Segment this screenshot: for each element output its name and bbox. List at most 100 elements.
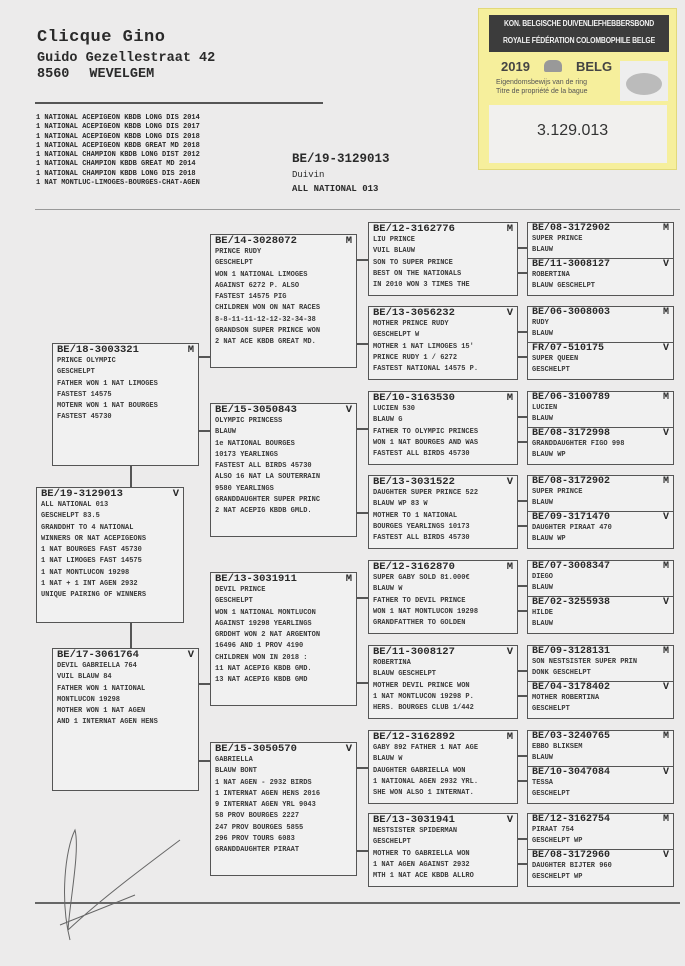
main-sex: Duivin xyxy=(292,170,325,180)
sex: V xyxy=(662,682,669,693)
ring-ownership-card: KON. BELGISCHE DUIVENLIEFHEBBERSBOND ROY… xyxy=(478,8,677,170)
pigeon-header: BE/18-3003321 M xyxy=(57,345,194,356)
pigeon-detail: MOTHER TO 1 NATIONAL xyxy=(373,511,458,520)
sex: V xyxy=(345,404,352,416)
pigeon-detail: GRANDFATTHER TO GOLDEN xyxy=(373,619,466,628)
pigeon-detail: WON 1 NATIONAL MONTLUCON xyxy=(215,608,316,617)
ring-number: BE/08-3172998 xyxy=(532,428,611,439)
ring-number: BE/12-3162776 xyxy=(373,223,455,235)
connector-line xyxy=(518,585,528,587)
pigeon-detail: GESCHELPT WP xyxy=(532,837,583,845)
sex: M xyxy=(662,307,669,318)
achievements-list: 1 NATIONAL ACEPIGEON KBDB LONG DIS 2014 1… xyxy=(36,114,200,188)
pigeon-header: BE/12-3162754 M xyxy=(532,815,669,825)
pigeon-detail: 247 PROV BOURGES 5855 xyxy=(215,823,304,832)
pigeon-detail: BLAUW WP xyxy=(532,535,566,543)
pigeon-detail: VUIL BLAUW xyxy=(373,247,416,256)
pigeon-detail: GRANDDAUGHTER PIRAAT xyxy=(215,846,300,855)
achievement-item: 1 NATIONAL CHAMPION KBDB LONG DIST 2012 xyxy=(36,151,200,160)
pigeon-detail: SUPER PRINCE xyxy=(532,488,583,496)
pigeon-detail: CHILDREN WON ON NAT RACES xyxy=(215,304,321,313)
pigeon-detail: 9 INTERNAT AGEN YRL 9043 xyxy=(215,801,316,810)
achievement-item: 1 NATIONAL CHAMPION KBDB GREAT MD 2014 xyxy=(36,160,196,169)
card-text-nl: Eigendomsbewijs van de ring xyxy=(496,79,588,86)
pigeon-detail: PRINCE RUDY xyxy=(215,248,262,256)
pigeon-detail: WON 1 NAT MONTLUCON 19298 xyxy=(373,607,479,616)
sex: V xyxy=(662,343,669,354)
pigeon-detail: 16496 AND 1 PROV 4190 xyxy=(215,642,304,651)
ring-number: BE/13-3031941 xyxy=(373,814,455,826)
sex: V xyxy=(662,512,669,523)
pigeon-detail: BLAUW BONT xyxy=(215,767,258,776)
connector-line xyxy=(518,838,528,840)
ring-number: BE/10-3163530 xyxy=(373,392,455,404)
achievement-item: 1 NATIONAL CHAMPION KBDB LONG DIS 2018 xyxy=(36,169,196,178)
pigeon-detail: FATHER WON 1 NAT LIMOGES xyxy=(57,379,158,388)
ring-number: BE/03-3240765 xyxy=(532,731,611,742)
pigeon-header: BE/02-3255938 V xyxy=(532,598,669,608)
ring-number: BE/04-3178402 xyxy=(532,682,611,693)
achievement-item: 1 NATIONAL ACEPIGEON KBDB GREAT MD 2018 xyxy=(36,141,200,150)
sex: M xyxy=(345,573,352,585)
pigeon-detail: BLAUW W xyxy=(373,755,403,764)
pigeon-detail: AND 1 INTERNAT AGEN HENS xyxy=(57,718,158,727)
pigeon-detail: EBBO BLIKSEM xyxy=(532,743,583,751)
pigeon-detail: WON 1 NATIONAL LIMOGES xyxy=(215,270,308,279)
pigeon-detail: MOTHER TO GABRIELLA WON xyxy=(373,849,470,858)
sex: M xyxy=(506,561,513,573)
sex: V xyxy=(187,649,194,661)
pigeon-detail: GRANDDAUGHTER SUPER PRINC xyxy=(215,496,321,505)
ring-number: BE/08-3172902 xyxy=(532,223,611,234)
pigeon-detail: OLYMPIC PRINCESS xyxy=(215,417,283,425)
pigeon-detail: SON NESTSISTER SUPER PRIN xyxy=(532,658,638,666)
pigeon-detail: 2 NAT ACE KBDB GREAT MD. xyxy=(215,338,316,347)
pigeon-detail: BLAUW GESCHELPT xyxy=(373,670,437,679)
pigeon-detail: GRANDSON SUPER PRINCE WON xyxy=(215,327,321,336)
pigeon-header: BE/10-3163530 M xyxy=(373,393,513,404)
pigeon-detail: BLAUW xyxy=(532,499,554,507)
pigeon-detail: 9580 YEARLINGS xyxy=(215,484,274,493)
connector-line xyxy=(518,356,528,358)
pigeon-detail: BLAUW xyxy=(215,428,237,437)
grandparent: BE/13-3031911 M DEVIL PRINCE GESCHELPT WON 1… xyxy=(210,572,357,706)
sex: V xyxy=(506,646,513,658)
ring-number: BE/09-3171470 xyxy=(532,512,611,523)
connector-line xyxy=(357,259,368,261)
achievement-item: 1 NATIONAL ACEPIGEON KBDB LONG DIS 2017 xyxy=(36,123,200,132)
pigeon-detail: 2 NAT ACEPIG KBDB GMLD. xyxy=(215,507,312,516)
pigeon-header: BE/12-3162776 M xyxy=(373,224,513,235)
pigeon-detail: GESCHELPT xyxy=(532,705,570,713)
connector-line xyxy=(357,767,368,769)
pigeon-detail: MOTHER WON 1 NAT AGEN xyxy=(57,707,146,716)
pigeon-detail: 10173 YEARLINGS xyxy=(215,450,279,459)
connector-line xyxy=(130,623,132,648)
pigeon-detail: DAUGHTER GABRIELLA WON xyxy=(373,766,466,775)
pigeon-detail: MOTHER PRINCE RUDY xyxy=(373,320,449,328)
sex: V xyxy=(662,597,669,608)
achievement-item: 1 NATIONAL ACEPIGEON KBDB LONG DIS 2014 xyxy=(36,114,200,122)
great-great-grandparent: BE/08-3172998 V GRANDDAUGHTER FIGO 998 BLAU… xyxy=(527,427,674,465)
pigeon-detail: FASTEST ALL BIRDS 45730 xyxy=(373,534,470,543)
pigeon-detail: BLAUW W xyxy=(373,585,403,594)
pigeon-header: BE/12-3162870 M xyxy=(373,562,513,573)
header-divider xyxy=(35,102,323,104)
pigeon-detail: BEST ON THE NATIONALS xyxy=(373,269,462,278)
pigeon-detail: DEVIL PRINCE xyxy=(215,586,266,594)
pigeon-detail: HERS. BOURGES CLUB 1/442 xyxy=(373,704,474,713)
great-grandparent: BE/13-3031941 V NESTSISTER SPIDERMAN GESCHE… xyxy=(368,813,518,887)
pigeon-detail: MONTLUCON 19298 xyxy=(57,695,121,704)
connector-line xyxy=(518,610,528,612)
sex: V xyxy=(172,488,179,500)
sex: V xyxy=(506,814,513,826)
pigeon-header: BE/08-3172998 V xyxy=(532,429,669,439)
pigeon-detail: ROBERTINA xyxy=(532,271,570,279)
great-grandparent: BE/11-3008127 V ROBERTINA BLAUW GESCHELPT MO… xyxy=(368,645,518,719)
connector-line xyxy=(357,682,368,684)
pigeon-header: BE/11-3008127 V xyxy=(373,647,513,658)
owner-street: Guido Gezellestraat 42 xyxy=(37,51,216,66)
connector-line xyxy=(518,670,528,672)
great-great-grandparent: BE/02-3255938 V HILDE BLAUW xyxy=(527,596,674,634)
card-header: KON. BELGISCHE DUIVENLIEFHEBBERSBOND ROY… xyxy=(489,15,669,52)
connector-line xyxy=(518,272,528,274)
pigeon-detail: WINNERS OR NAT ACEPIGEONS xyxy=(41,534,147,543)
